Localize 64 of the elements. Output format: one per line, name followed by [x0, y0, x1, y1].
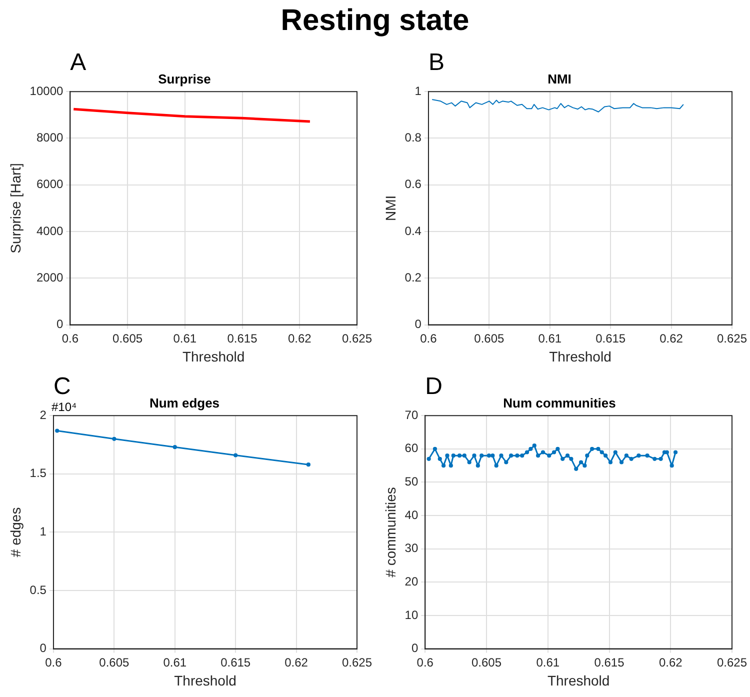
y-axis-title: Surprise [Hart]: [7, 163, 24, 254]
x-axis-title: Threshold: [174, 672, 236, 688]
y-axis-title: # communities: [382, 487, 398, 578]
y-tick-label: 1: [40, 524, 47, 539]
x-tick-label: 0.605: [112, 331, 143, 346]
x-tick-label: 0.615: [594, 655, 625, 670]
y-tick-label: 20: [404, 574, 418, 588]
y-tick-label: 60: [404, 441, 418, 456]
y-axis-title: # edges: [7, 507, 24, 558]
x-tick-label: 0.615: [220, 655, 251, 670]
y-tick-label: 0: [411, 641, 418, 656]
y-tick-label: 0.4: [404, 224, 422, 238]
y-tick-label: 70: [404, 408, 418, 422]
y-tick-label: 2: [40, 408, 47, 422]
x-tick-label: 0.61: [538, 331, 562, 346]
y-tick-label: 0.8: [404, 130, 422, 145]
x-tick-label: 0.62: [660, 331, 684, 346]
y-tick-label: 40: [404, 508, 418, 522]
y-tick-label: 0: [56, 317, 64, 332]
y-tick-label: 30: [404, 541, 418, 556]
x-axis-title: Threshold: [547, 672, 610, 688]
y-tick-label: 50: [404, 474, 418, 489]
text: #10⁴: [51, 400, 77, 414]
x-tick-label: 0.62: [288, 331, 312, 346]
y-tick-label: 10000: [30, 84, 64, 98]
x-tick-label: 0.625: [716, 655, 748, 670]
x-tick-label: 0.6: [62, 331, 79, 346]
x-axis-title: Threshold: [549, 348, 612, 364]
x-tick-label: 0.625: [342, 331, 372, 346]
y-tick-label: 0: [414, 317, 422, 332]
x-tick-label: 0.605: [99, 655, 130, 670]
chart-title: Num communities: [503, 395, 616, 410]
text: A: [70, 49, 86, 76]
y-tick-label: 1: [414, 84, 422, 98]
x-axis-title: Threshold: [182, 348, 245, 364]
y-tick-label: 0.5: [30, 582, 47, 597]
text: C: [53, 373, 71, 400]
x-tick-label: 0.605: [474, 331, 505, 346]
chart-title: Surprise: [158, 71, 211, 86]
y-tick-label: 6000: [36, 177, 64, 192]
x-tick-label: 0.625: [716, 331, 748, 346]
x-tick-label: 0.625: [342, 655, 372, 670]
y-tick-label: 0.6: [404, 177, 422, 192]
y-tick-label: 2000: [36, 270, 64, 284]
text: B: [428, 49, 444, 76]
y-tick-label: 0.2: [404, 270, 422, 284]
x-tick-label: 0.62: [658, 655, 683, 670]
y-tick-label: 8000: [36, 130, 64, 145]
x-tick-label: 0.61: [163, 655, 187, 670]
y-axis-title: NMI: [382, 195, 398, 222]
y-tick-label: 0: [40, 641, 47, 656]
y-tick-label: 10: [404, 608, 418, 622]
text: Resting state: [280, 4, 470, 38]
x-tick-label: 0.61: [173, 331, 197, 346]
chart-title: NMI: [548, 71, 572, 86]
y-tick-label: 1.5: [30, 466, 47, 480]
chart-title: Num edges: [149, 395, 220, 410]
x-tick-label: 0.62: [284, 655, 308, 670]
y-tick-label: 4000: [36, 224, 64, 238]
text: D: [425, 373, 442, 400]
x-tick-label: 0.615: [596, 331, 626, 346]
x-tick-label: 0.615: [227, 331, 258, 346]
x-tick-label: 0.605: [472, 655, 502, 670]
x-tick-label: 0.61: [536, 655, 560, 670]
